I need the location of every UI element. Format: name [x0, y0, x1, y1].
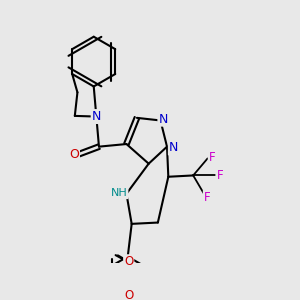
- Text: O: O: [69, 148, 79, 161]
- Text: N: N: [158, 113, 168, 126]
- Text: F: F: [209, 151, 215, 164]
- Text: O: O: [124, 290, 133, 300]
- Text: NH: NH: [111, 188, 128, 198]
- Text: F: F: [204, 191, 210, 204]
- Text: N: N: [169, 142, 178, 154]
- Text: O: O: [124, 255, 133, 268]
- Text: F: F: [217, 169, 223, 182]
- Text: N: N: [92, 110, 101, 123]
